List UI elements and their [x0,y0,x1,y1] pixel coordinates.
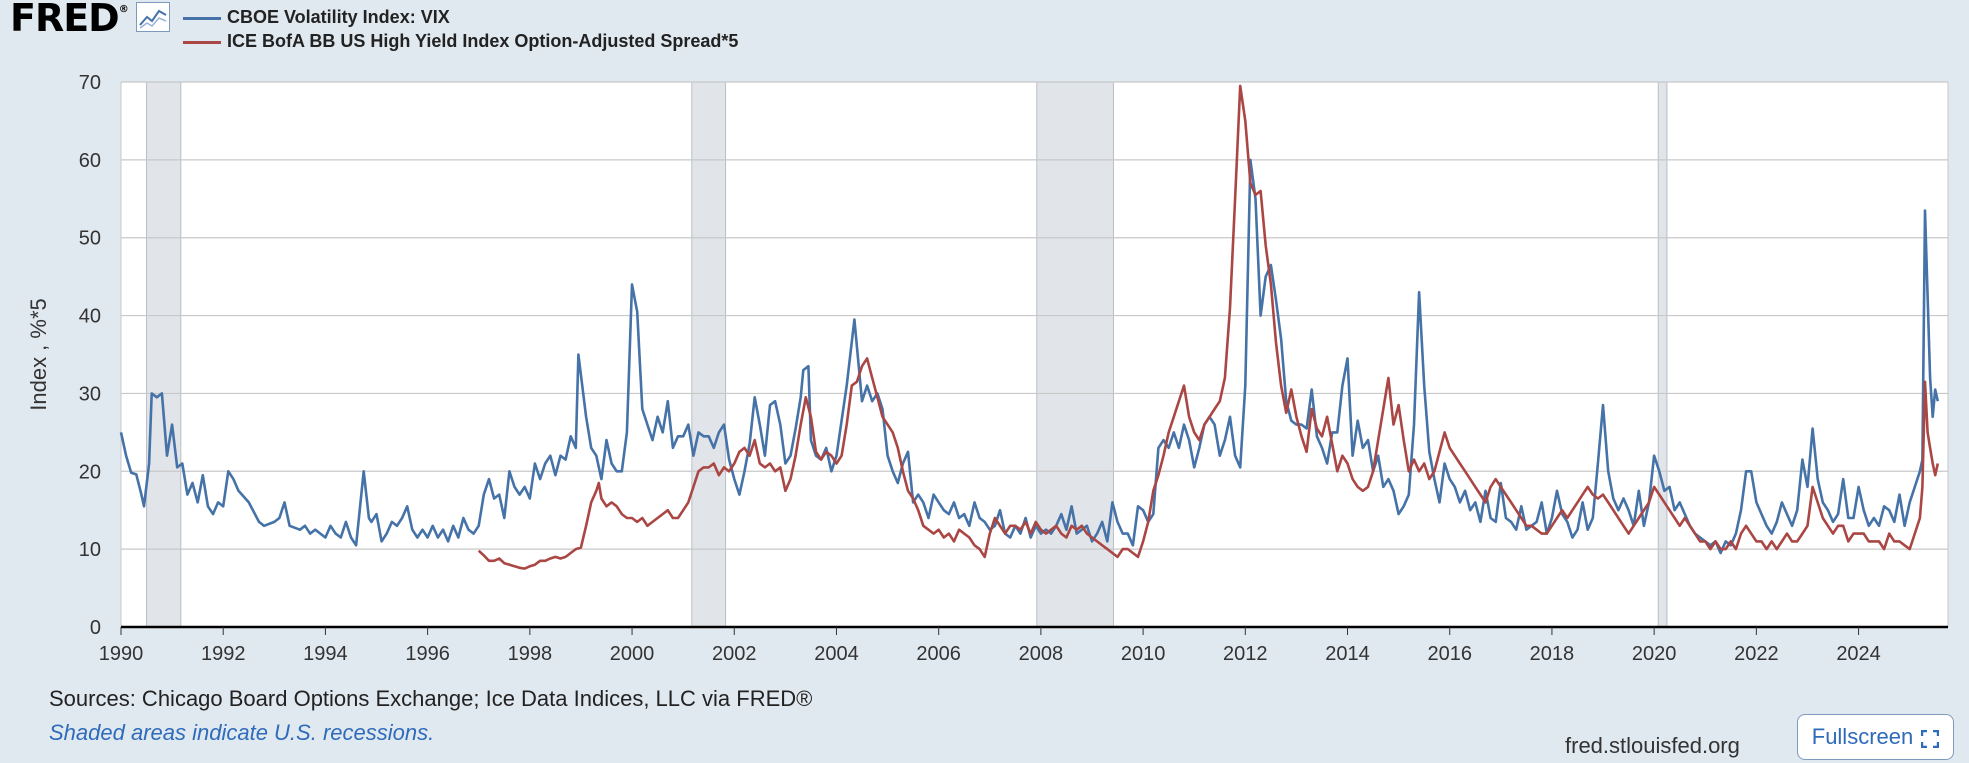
sources-text: Sources: Chicago Board Options Exchange;… [49,686,813,711]
legend-label-vix: CBOE Volatility Index: VIX [227,7,450,27]
x-tick-label-2002: 2002 [712,643,757,665]
x-tick-label-2006: 2006 [916,643,961,665]
y-tick-label-70: 70 [79,72,101,94]
y-tick-label-40: 40 [79,306,101,328]
chart-header: FRED® CBOE Volatility Index: VIX ICE Bof… [0,0,1000,52]
x-tick-label-2008: 2008 [1019,643,1064,665]
legend-label-high-yield: ICE BofA BB US High Yield Index Option-A… [227,31,739,51]
fullscreen-label: Fullscreen [1811,724,1914,749]
y-tick-label-10: 10 [79,539,101,561]
expand-icon [1921,728,1940,749]
line-chart: 0 10 20 30 40 50 60 70 1990 1992 1994 1996 1998 2000 2… [26,72,1949,665]
x-tick-label-2004: 2004 [814,643,859,665]
x-tick-label-1996: 1996 [405,643,450,665]
x-tick-label-2022: 2022 [1734,643,1779,665]
y-tick-label-30: 30 [79,383,101,405]
x-tick-label-2016: 2016 [1427,643,1472,665]
x-tick-label-1994: 1994 [303,643,348,665]
y-tick-label-50: 50 [79,228,101,250]
series-line-high-yield [477,84,1940,570]
x-tick-label-2000: 2000 [610,643,655,665]
legend-item-high-yield[interactable]: ICE BofA BB US High Yield Index Option-A… [183,31,738,52]
y-axis-label: Index , %*5 [26,298,51,411]
y-tick-label-20: 20 [79,461,101,483]
x-tick-label-1998: 1998 [508,643,553,665]
x-tick-label-2012: 2012 [1223,643,1268,665]
x-tick-label-2020: 2020 [1632,643,1677,665]
fred-logo-text: FRED [10,0,120,40]
y-tick-label-0: 0 [90,617,101,639]
plot-area [121,82,1948,627]
fullscreen-button[interactable]: Fullscreen [1797,714,1954,760]
registered-mark: ® [118,4,129,15]
line-chart-icon[interactable] [136,2,170,32]
x-tick-label-2018: 2018 [1530,643,1575,665]
recession-band-3 [1657,81,1668,628]
recession-note: Shaded areas indicate U.S. recessions. [49,720,435,745]
y-tick-label-60: 60 [79,150,101,172]
x-tick-label-1992: 1992 [201,643,246,665]
legend-item-vix[interactable]: CBOE Volatility Index: VIX [183,7,450,28]
legend-swatch-high-yield [183,40,221,44]
recession-band-1 [691,81,727,628]
recession-band-2 [1036,81,1114,628]
fred-logo[interactable]: FRED® [10,0,129,40]
recession-band-0 [146,81,182,628]
site-url[interactable]: fred.stlouisfed.org [1565,733,1740,758]
x-tick-label-2010: 2010 [1121,643,1166,665]
x-tick-label-2014: 2014 [1325,643,1370,665]
x-tick-label-1990: 1990 [99,643,144,665]
x-tick-label-2024: 2024 [1836,643,1881,665]
legend-swatch-vix [183,16,221,20]
